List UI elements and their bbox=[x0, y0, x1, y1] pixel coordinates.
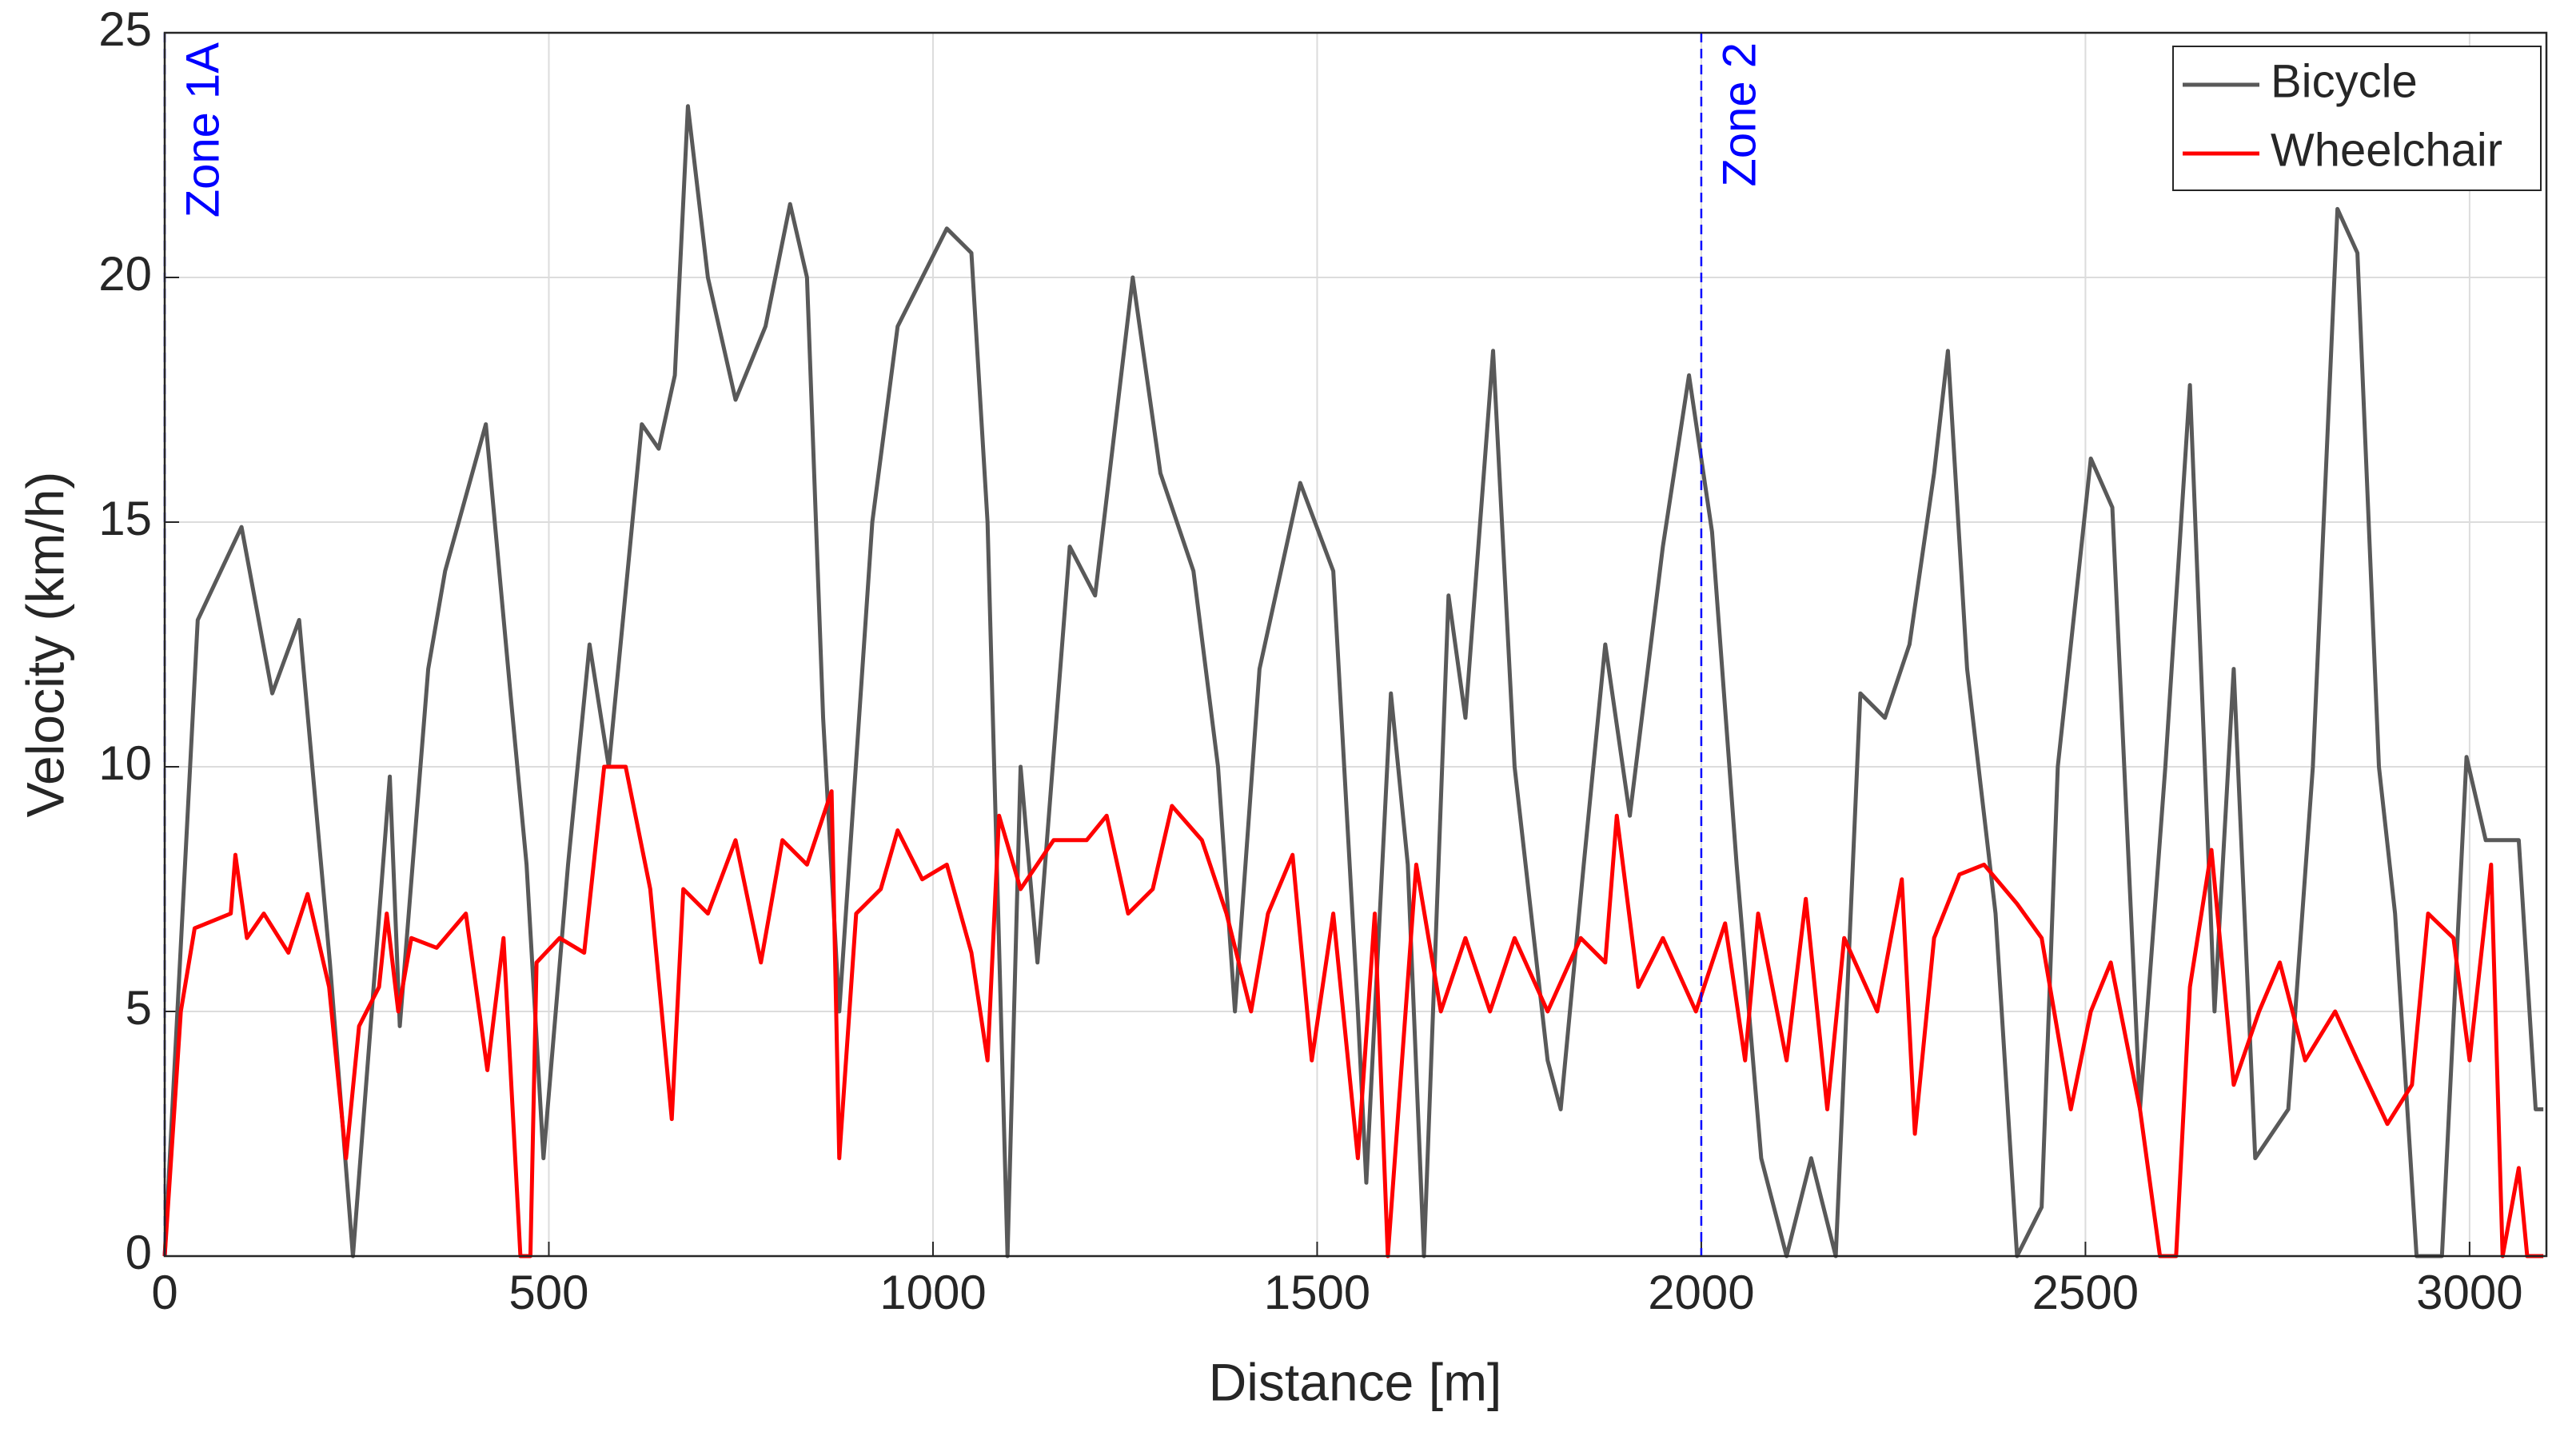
legend: Bicycle Wheelchair bbox=[2172, 46, 2542, 191]
y-tick-label: 25 bbox=[98, 2, 152, 56]
x-tick-label: 1000 bbox=[879, 1266, 986, 1319]
zone-label: Zone 2 bbox=[1713, 42, 1765, 187]
x-tick-label: 2500 bbox=[2032, 1266, 2139, 1319]
y-axis-label: Velocity (km/h) bbox=[15, 472, 74, 818]
x-tick-label: 0 bbox=[151, 1266, 177, 1319]
legend-box bbox=[2172, 46, 2542, 191]
y-tick-label: 20 bbox=[98, 247, 152, 301]
x-axis-label: Distance [m] bbox=[1209, 1352, 1502, 1411]
series-line bbox=[162, 104, 2544, 1258]
x-tick-label: 1500 bbox=[1264, 1266, 1370, 1319]
y-tick-label: 15 bbox=[98, 492, 152, 545]
legend-label: Bicycle bbox=[2271, 55, 2418, 107]
x-tick-label: 3000 bbox=[2416, 1266, 2522, 1319]
zone-label: Zone 1A bbox=[177, 42, 229, 218]
legend-label: Wheelchair bbox=[2271, 124, 2502, 176]
y-tick-label: 10 bbox=[98, 736, 152, 790]
y-tick-label: 0 bbox=[126, 1226, 152, 1279]
plot-frame bbox=[163, 31, 2548, 1258]
x-tick-label: 500 bbox=[508, 1266, 588, 1319]
x-tick-label: 2000 bbox=[1648, 1266, 1754, 1319]
y-tick-label: 5 bbox=[126, 981, 152, 1035]
